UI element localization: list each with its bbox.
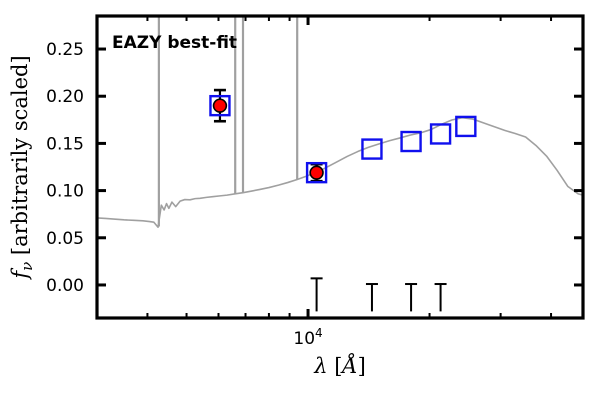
axis-ticks [96, 16, 583, 318]
y-axis-label: fν [arbitrarily scaled] [8, 55, 36, 280]
model-photometry-square-5 [455, 115, 477, 138]
y-tick-label-5: 0.25 [46, 40, 84, 60]
observed-photometry-point-0 [212, 98, 228, 113]
tick-labels: 0.00 0.05 0.10 0.15 0.20 0.25 104 [46, 40, 323, 349]
y-tick-label-4: 0.20 [46, 87, 84, 107]
svg-text:fν [arbitrarily scaled]: fν [arbitrarily scaled] [8, 55, 36, 280]
template-spectrum-line [97, 116, 583, 229]
model-photometry-square-1 [305, 161, 328, 184]
model-photometry-square-3 [400, 130, 422, 153]
plot-data-layer [97, 16, 583, 312]
y-tick-label-2: 0.10 [46, 182, 84, 202]
eazy-best-fit-annotation: EAZY best-fit [112, 33, 237, 53]
y-tick-label-1: 0.05 [46, 229, 84, 249]
model-photometry-square-0 [209, 94, 231, 117]
observed-photometry-point-1 [309, 165, 324, 180]
axis-frame [95, 14, 585, 320]
y-tick-label-0: 0.00 [46, 276, 84, 296]
model-photometry-square-4 [429, 123, 452, 145]
x-axis-label: λ [Å] [313, 353, 366, 378]
x-tick-label-0: 104 [293, 326, 322, 349]
y-tick-label-3: 0.15 [46, 134, 84, 154]
model-photometry-square-2 [361, 138, 383, 160]
